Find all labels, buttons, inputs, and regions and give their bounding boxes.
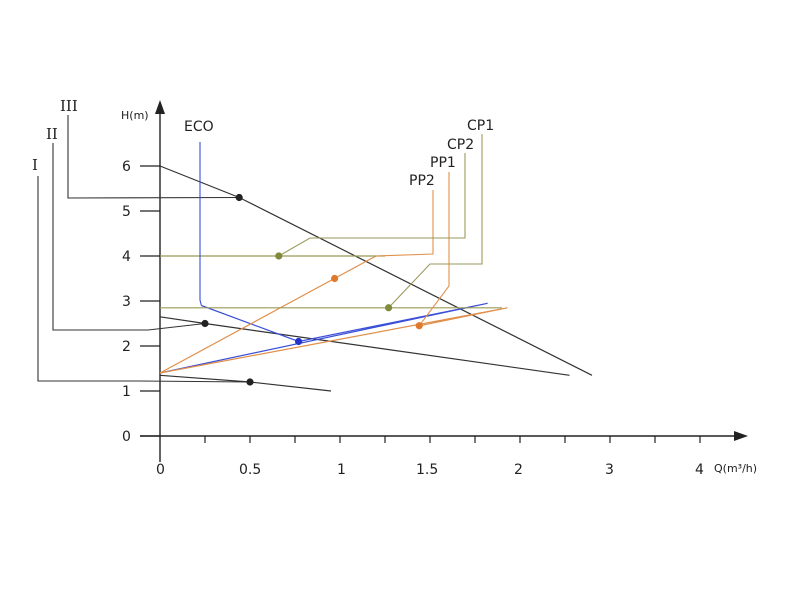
leader-line-cp1 [388, 134, 483, 309]
leader-line-i [37, 176, 251, 383]
series-curve-i [159, 374, 332, 392]
y-tick-label-3: 3 [122, 294, 131, 310]
series-curve-eco [159, 302, 488, 374]
series-label-ii: II [46, 125, 58, 143]
series-marker-ii [201, 319, 209, 328]
x-tick-label-0: 0 [156, 462, 165, 478]
y-tick-label-2: 2 [122, 339, 131, 355]
y-tick-label-1: 1 [122, 384, 131, 400]
x-tick-label-0-5: 0.5 [239, 462, 261, 478]
series-curves [37, 115, 593, 392]
series-marker-cp1 [275, 252, 283, 260]
series-marker-pp2 [331, 274, 339, 283]
series-marker-cp2 [385, 304, 393, 312]
y-axis-title: H(m) [121, 109, 149, 122]
x-tick-label-2: 2 [514, 462, 523, 478]
leader-line-pp2 [375, 190, 434, 257]
leader-line-ii [52, 143, 206, 331]
series-curve-ii [159, 316, 570, 376]
series-marker-pp1 [415, 322, 423, 330]
x-tick-marks [204, 436, 701, 443]
x-axis-arrow [734, 431, 748, 441]
series-label-cp2: CP2 [447, 137, 474, 153]
series-marker-iii [235, 193, 243, 202]
leader-line-cp2 [278, 153, 466, 257]
x-tick-label-4: 4 [695, 462, 704, 478]
series-label-iii: III [60, 97, 78, 115]
series-label-i: I [32, 156, 38, 174]
y-tick-label-4: 4 [122, 249, 131, 265]
y-tick-label-0: 0 [122, 429, 131, 445]
series-label-eco: ECO [184, 119, 214, 135]
leader-line-iii [67, 115, 240, 199]
y-tick-label-5: 5 [122, 204, 131, 220]
x-tick-label-3: 3 [605, 462, 614, 478]
leader-line-pp1 [418, 172, 450, 327]
series-curve-pp2 [159, 255, 377, 374]
series-label-pp1: PP1 [430, 155, 456, 171]
y-axis-arrow [155, 100, 165, 114]
x-tick-label-1-5: 1.5 [416, 462, 438, 478]
y-tick-marks [140, 165, 160, 437]
series-label-cp1: CP1 [467, 118, 494, 134]
x-tick-label-1: 1 [337, 462, 346, 478]
x-axis-title: Q(m³/h) [714, 462, 757, 475]
series-label-pp2: PP2 [409, 173, 435, 189]
series-marker-i [246, 378, 254, 386]
series-marker-eco [295, 337, 303, 346]
leader-line-eco [199, 142, 202, 306]
series-curve-pp1 [159, 307, 508, 374]
series-markers [201, 193, 423, 386]
y-tick-label-6: 6 [122, 159, 131, 175]
